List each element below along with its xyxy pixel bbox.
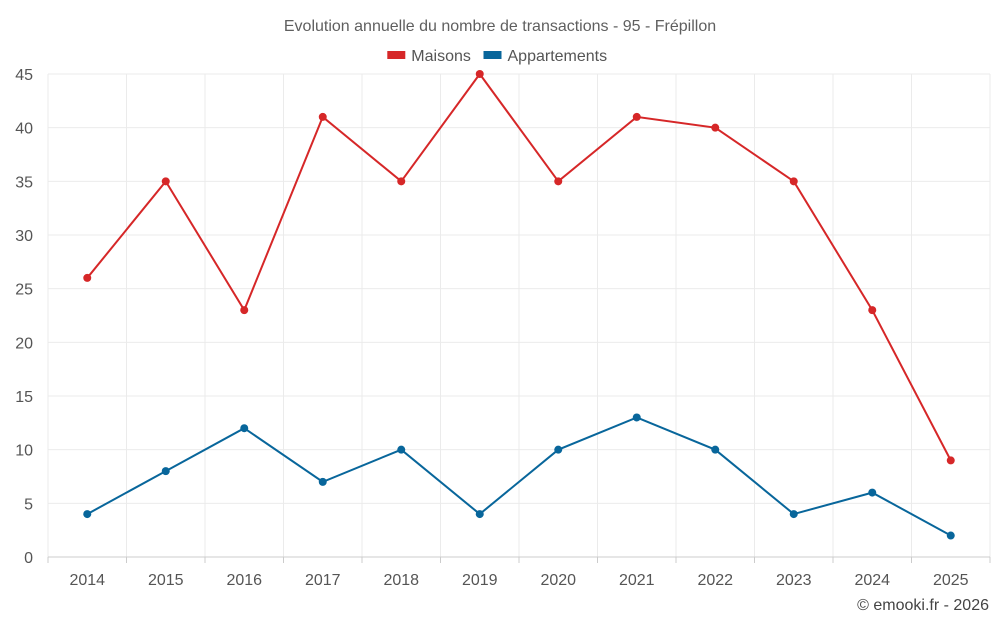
point-maisons-2014[interactable] bbox=[83, 273, 92, 282]
legend-swatch-maisons bbox=[387, 51, 406, 59]
point-appartements-2015[interactable] bbox=[161, 467, 170, 476]
legend-label-appartements[interactable]: Appartements bbox=[508, 48, 608, 65]
x-tick-label-2014: 2014 bbox=[69, 572, 105, 589]
x-tick-label-2016: 2016 bbox=[226, 572, 262, 589]
x-tick-label-2020: 2020 bbox=[540, 572, 576, 589]
y-tick-label-35: 35 bbox=[15, 174, 33, 191]
series-line-maisons bbox=[86, 72, 952, 461]
series-line-appartements bbox=[86, 416, 952, 537]
point-maisons-2024[interactable] bbox=[868, 306, 877, 315]
x-tick-label-2018: 2018 bbox=[383, 572, 419, 589]
point-appartements-2021[interactable] bbox=[632, 413, 641, 422]
grid bbox=[47, 73, 991, 563]
point-maisons-2017[interactable] bbox=[318, 112, 327, 121]
point-maisons-2020[interactable] bbox=[554, 177, 563, 186]
x-tick-label-2015: 2015 bbox=[148, 572, 184, 589]
y-tick-label-10: 10 bbox=[15, 443, 33, 460]
y-axis: 0 5 10 15 20 25 30 35 40 45 bbox=[15, 67, 33, 567]
y-tick-label-45: 45 bbox=[15, 67, 33, 84]
point-maisons-2025[interactable] bbox=[946, 456, 955, 465]
point-maisons-2023[interactable] bbox=[789, 177, 798, 186]
point-appartements-2014[interactable] bbox=[83, 510, 92, 519]
point-appartements-2019[interactable] bbox=[475, 510, 484, 519]
point-appartements-2017[interactable] bbox=[318, 477, 327, 486]
point-appartements-2023[interactable] bbox=[789, 510, 798, 519]
point-maisons-2016[interactable] bbox=[240, 306, 249, 315]
y-tick-label-0: 0 bbox=[24, 550, 33, 567]
y-tick-label-20: 20 bbox=[15, 335, 33, 352]
point-appartements-2018[interactable] bbox=[397, 445, 406, 454]
point-maisons-2019[interactable] bbox=[475, 70, 484, 78]
point-maisons-2015[interactable] bbox=[161, 177, 170, 186]
point-appartements-2020[interactable] bbox=[554, 445, 563, 454]
x-tick-label-2021: 2021 bbox=[619, 572, 655, 589]
x-tick-label-2023: 2023 bbox=[776, 572, 812, 589]
point-appartements-2025[interactable] bbox=[946, 531, 955, 540]
legend-label-maisons[interactable]: Maisons bbox=[411, 48, 471, 65]
point-appartements-2016[interactable] bbox=[240, 424, 249, 433]
x-axis: 2014 2015 2016 2017 2018 2019 2020 2021 2022 2023… bbox=[69, 572, 968, 589]
legend: Maisons Appartements bbox=[387, 48, 607, 65]
x-tick-label-2024: 2024 bbox=[854, 572, 890, 589]
y-tick-label-40: 40 bbox=[15, 121, 33, 138]
point-maisons-2018[interactable] bbox=[397, 177, 406, 186]
point-appartements-2024[interactable] bbox=[868, 488, 877, 497]
series-group bbox=[83, 70, 955, 540]
point-maisons-2022[interactable] bbox=[711, 123, 720, 132]
y-tick-label-5: 5 bbox=[24, 496, 33, 513]
point-maisons-2021[interactable] bbox=[632, 112, 641, 121]
legend-swatch-appartements bbox=[483, 51, 502, 59]
x-tick-label-2025: 2025 bbox=[933, 572, 969, 589]
x-tick-label-2019: 2019 bbox=[462, 572, 498, 589]
y-tick-label-30: 30 bbox=[15, 228, 33, 245]
x-tick-label-2017: 2017 bbox=[305, 572, 341, 589]
credit-text: © emooki.fr - 2026 bbox=[857, 597, 989, 614]
point-appartements-2022[interactable] bbox=[711, 445, 720, 454]
chart-title: Evolution annuelle du nombre de transact… bbox=[284, 18, 716, 35]
y-tick-label-25: 25 bbox=[15, 282, 33, 299]
x-tick-label-2022: 2022 bbox=[697, 572, 733, 589]
y-tick-label-15: 15 bbox=[15, 389, 33, 406]
